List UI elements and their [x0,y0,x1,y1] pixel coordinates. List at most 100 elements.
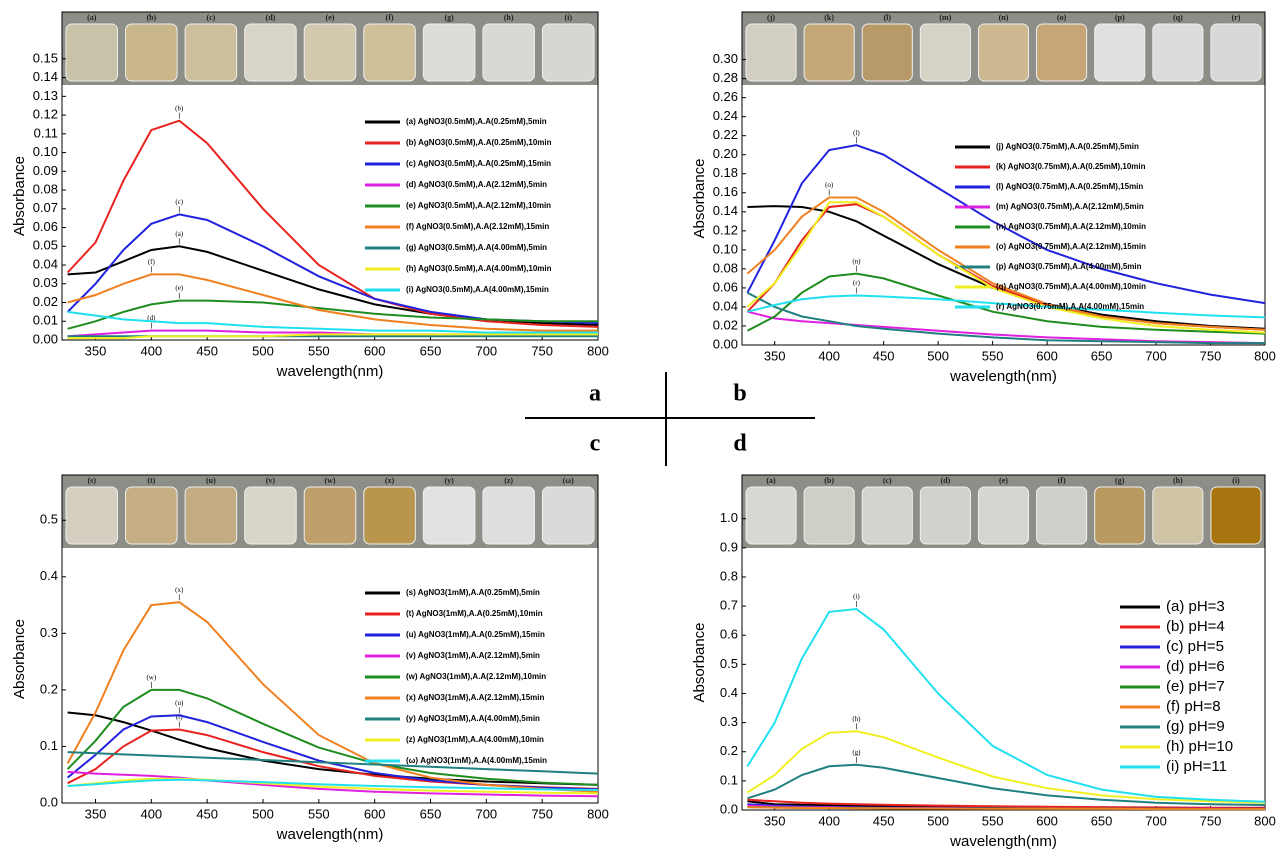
annotation: (w) [146,674,156,682]
vial-label: (i) [1232,476,1240,485]
y-tick-label: 0.11 [34,125,58,140]
vial [422,23,476,82]
y-tick-label: 0.4 [40,568,58,583]
legend-label: (ω) AgNO3(1mM),A.A(4.00mM),15min [406,756,547,765]
legend-label: (x) AgNO3(1mM),A.A(2.12mM),15min [406,693,545,702]
y-tick-label: 0.5 [40,512,58,527]
vial [745,486,797,545]
vial-label: (d) [266,13,276,22]
x-tick-label: 500 [927,813,949,828]
vial-label: (g) [444,13,454,22]
vial-label: (k) [824,13,834,22]
spectrum-line [67,333,598,340]
vial [1094,486,1146,545]
y-axis-label: Absorbance [691,158,708,238]
vial-label: (s) [88,476,97,485]
vial [482,23,535,82]
legend-label: (d) AgNO3(0.5mM),A.A(2.12mM),5min [406,180,547,189]
annotation: (d) [147,314,156,322]
x-tick-label: 350 [85,343,107,358]
legend-label: (k) AgNO3(0.75mM),A.A(0.25mM),10min [996,162,1146,171]
legend-label: (c) pH=5 [1166,638,1224,655]
spectrum-line [67,711,599,786]
vial [65,486,119,545]
spectrum-line [746,201,1266,334]
annotation: (b) [175,104,184,112]
spectrum-line [66,119,599,328]
legend-label: (v) AgNO3(1mM),A.A(2.12mM),5min [406,651,540,660]
vial-label: (c) [883,476,892,485]
x-tick-label: 600 [1036,348,1058,363]
legend-label: (t) AgNO3(1mM),A.A(0.25mM),10min [406,609,543,618]
y-tick-label: 0.18 [713,165,738,180]
panel-label: c [590,431,601,457]
vial-label: (r) [1231,13,1240,22]
y-tick-label: 0.02 [713,317,738,332]
plot-frame [741,11,1266,346]
vial [303,23,357,82]
x-tick-label: 800 [1254,348,1276,363]
x-tick-label: 650 [1091,348,1113,363]
x-tick-label: 500 [927,348,949,363]
vial-label: (a) [766,476,776,485]
legend-label: (e) pH=7 [1166,678,1225,695]
spectrum-line [67,273,598,332]
x-tick-label: 600 [364,343,386,358]
vial [184,23,238,82]
legend-label: (y) AgNO3(1mM),A.A(4.00mM),5min [406,714,540,723]
y-tick-label: 0.06 [33,219,58,234]
legend-label: (a) pH=3 [1166,598,1225,615]
legend-label: (u) AgNO3(1mM),A.A(0.25mM),15min [406,630,545,639]
x-tick-label: 650 [420,806,442,821]
y-tick-label: 0.15 [33,50,58,65]
y-tick-label: 0.08 [713,260,738,275]
y-tick-label: 0.04 [713,298,738,313]
x-tick-label: 500 [252,343,274,358]
y-tick-label: 0.07 [33,200,58,215]
y-tick-label: 0.14 [713,203,738,218]
vial-label: (l) [883,13,891,22]
spectrum-line [746,607,1266,803]
legend-label: (a) AgNO3(0.5mM),A.A(0.25mM),5min [406,117,547,126]
spectrum-line [747,806,1265,811]
legend-label: (h) pH=10 [1166,738,1233,755]
panel-label: d [733,431,747,457]
x-axis-label: wavelength(nm) [276,826,384,843]
vial-label: (a) [87,13,97,22]
vial [244,486,297,545]
x-tick-label: 800 [1254,813,1276,828]
x-tick-label: 600 [364,806,386,821]
x-tick-label: 350 [764,813,786,828]
vial-label: (f) [386,13,394,22]
vial-label: (i) [564,13,572,22]
vial-label: (e) [326,13,335,22]
y-tick-label: 0.00 [713,336,738,351]
x-tick-label: 750 [531,806,553,821]
vial [541,486,595,545]
x-tick-label: 350 [764,348,786,363]
vial [303,486,357,545]
legend-label: (m) AgNO3(0.75mM),A.A(2.12mM),5min [996,202,1144,211]
legend-label: (s) AgNO3(1mM),A.A(0.25mM),5min [406,588,540,597]
y-tick-label: 0.02 [33,294,58,309]
x-axis-label: wavelength(nm) [949,833,1057,850]
vial-label: (v) [266,476,276,485]
x-tick-label: 750 [1200,348,1222,363]
x-tick-label: 550 [982,348,1004,363]
annotation: (t) [176,713,183,721]
spectrum-line [746,144,1266,305]
panel-label: a [589,381,601,407]
y-tick-label: 0.04 [33,256,58,271]
annotation: (a) [175,230,183,238]
vial [422,486,476,545]
y-tick-label: 0.13 [33,88,58,103]
vial-label: (e) [999,476,1008,485]
spectrum-line [746,272,1266,335]
legend-label: (o) AgNO3(0.75mM),A.A(2.12mM),15min [996,242,1146,251]
vial-label: (g) [1115,476,1125,485]
vial-label: (b) [146,13,156,22]
vial-label: (y) [444,476,454,485]
x-tick-label: 650 [420,343,442,358]
y-tick-label: 0.10 [33,144,58,159]
